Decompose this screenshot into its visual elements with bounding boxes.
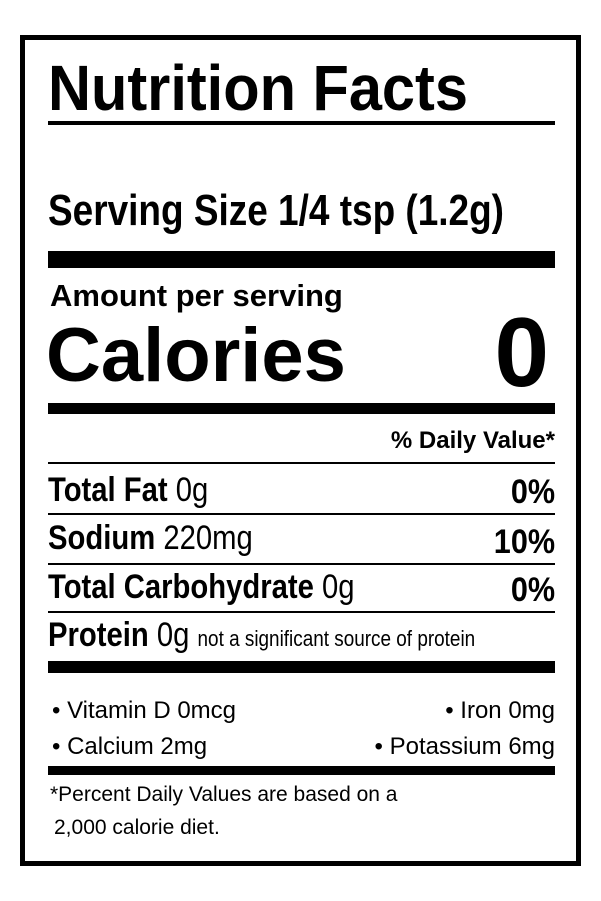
vitamin: • Calcium 2mg xyxy=(52,733,208,760)
title: Nutrition Facts xyxy=(48,52,468,124)
nutrient-amount: 0g xyxy=(175,471,209,509)
nutrient-amount: 0g xyxy=(156,616,190,654)
vitamin: • Potassium 6mg xyxy=(374,733,555,760)
footnote: 2,000 calorie diet. xyxy=(54,816,220,839)
thick-rule xyxy=(48,766,555,775)
vitamin: • Vitamin D 0mcg xyxy=(52,697,237,724)
nutrient-name: Protein xyxy=(48,616,149,654)
vitamin: • Iron 0mg xyxy=(445,697,555,724)
daily-value-header: % Daily Value* xyxy=(390,427,555,454)
nutrient-dv: 0% xyxy=(510,473,555,511)
amount-per-serving: Amount per serving xyxy=(50,278,343,313)
thick-rule xyxy=(48,251,555,268)
calories-value: 0 xyxy=(494,297,549,407)
rule xyxy=(48,121,555,125)
calories-label: Calories xyxy=(46,313,346,398)
nutrient-name: Sodium xyxy=(48,519,156,557)
thick-rule xyxy=(48,661,555,673)
rule xyxy=(48,611,555,613)
label-border xyxy=(20,35,581,866)
nutrient-dv: 0% xyxy=(510,571,555,609)
nutrient-name: Total Fat xyxy=(48,471,168,509)
nutrient-name: Total Carbohydrate xyxy=(48,568,314,606)
serving-size: Serving Size 1/4 tsp (1.2g) xyxy=(48,186,505,235)
footnote: *Percent Daily Values are based on a xyxy=(50,783,398,806)
rule xyxy=(48,462,555,464)
nutrient-amount: 0g xyxy=(322,568,355,606)
rule xyxy=(48,563,555,565)
rule xyxy=(48,513,555,515)
nutrient-amount: 220mg xyxy=(163,519,253,557)
nutrient-dv: 10% xyxy=(493,523,555,561)
nutrient-note: not a significant source of protein xyxy=(197,626,476,651)
thick-rule xyxy=(48,403,555,414)
